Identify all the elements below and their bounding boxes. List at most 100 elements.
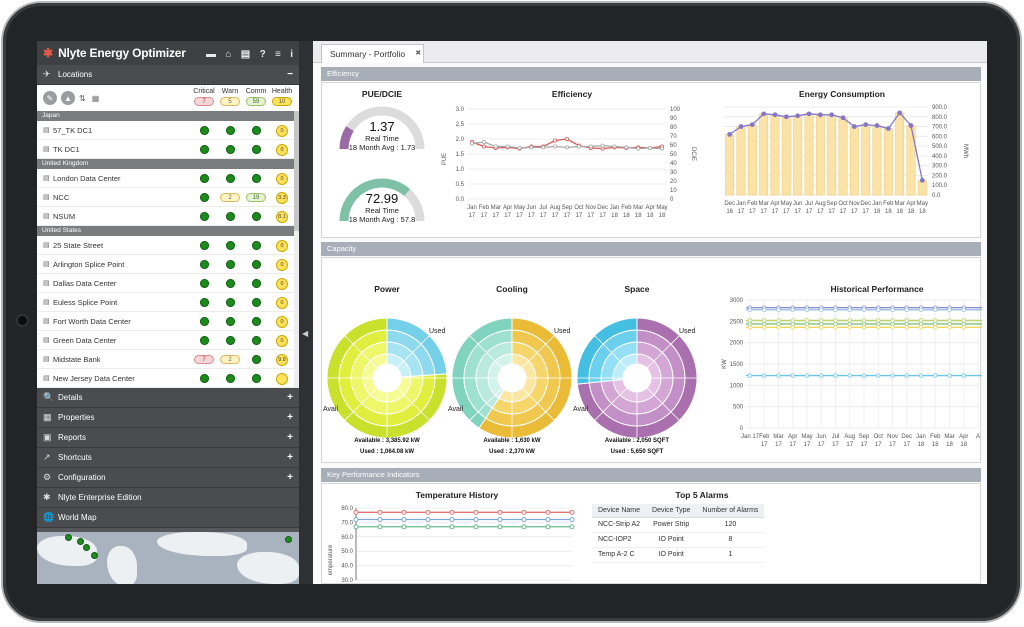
col-comm[interactable]: Comm 59: [245, 88, 267, 106]
efficiency-point[interactable]: [481, 144, 486, 149]
historical-point[interactable]: [890, 373, 895, 378]
location-health-cell[interactable]: 0: [269, 172, 295, 185]
location-comm-cell[interactable]: [243, 297, 269, 308]
temperature-point[interactable]: [473, 517, 479, 523]
close-tab-icon[interactable]: ✖: [415, 50, 422, 57]
location-critical-cell[interactable]: [191, 278, 217, 289]
collapse-icon[interactable]: −: [287, 69, 293, 80]
historical-point[interactable]: [861, 307, 867, 313]
location-health-cell[interactable]: 0: [269, 143, 295, 156]
historical-point[interactable]: [918, 373, 924, 378]
historical-point[interactable]: [876, 325, 881, 330]
temperature-point[interactable]: [449, 517, 455, 523]
historical-point[interactable]: [890, 325, 895, 330]
historical-point[interactable]: [947, 325, 952, 330]
historical-point[interactable]: [847, 325, 852, 330]
alert-icon[interactable]: ▲: [61, 91, 75, 105]
historical-point[interactable]: [861, 325, 867, 330]
temperature-point[interactable]: [449, 524, 455, 530]
location-row[interactable]: ▤ Midstate Bank 7 2 9.8: [37, 350, 299, 369]
energy-bar[interactable]: [815, 114, 825, 196]
location-row[interactable]: ▤ Dallas Data Center 0: [37, 274, 299, 293]
historical-point[interactable]: [933, 307, 938, 313]
historical-point[interactable]: [961, 307, 966, 313]
accordion-shortcuts[interactable]: ↗ Shortcuts +: [37, 448, 299, 468]
accordion-reports[interactable]: ▣ Reports +: [37, 428, 299, 448]
temperature-point[interactable]: [497, 524, 503, 530]
energy-bar[interactable]: [736, 126, 746, 196]
efficiency-point[interactable]: [529, 145, 534, 150]
energy-point[interactable]: [772, 112, 778, 118]
efficiency-point[interactable]: [505, 144, 510, 149]
location-warn-cell[interactable]: [217, 316, 243, 327]
location-health-cell[interactable]: 0: [269, 277, 295, 290]
temperature-point[interactable]: [569, 517, 575, 523]
location-comm-cell[interactable]: [243, 173, 269, 184]
donut-avail-segment[interactable]: [326, 317, 448, 439]
energy-point[interactable]: [919, 177, 925, 183]
location-row[interactable]: ▤ London Data Center 0: [37, 169, 299, 188]
energy-bar[interactable]: [827, 114, 837, 196]
location-warn-cell[interactable]: [217, 335, 243, 346]
expand-icon[interactable]: +: [287, 472, 293, 483]
help-icon[interactable]: ?: [259, 49, 266, 60]
temperature-point[interactable]: [353, 509, 359, 515]
world-map[interactable]: [37, 532, 299, 584]
location-critical-cell[interactable]: [191, 335, 217, 346]
location-row[interactable]: ▤ Fort Worth Data Center 0: [37, 312, 299, 331]
historical-point[interactable]: [762, 325, 767, 330]
historical-point[interactable]: [876, 307, 881, 313]
location-health-cell[interactable]: 9.8: [269, 353, 295, 366]
accordion-properties[interactable]: ▦ Properties +: [37, 408, 299, 428]
location-critical-cell[interactable]: [191, 240, 217, 251]
alarm-row[interactable]: NCC-IOP2 IO Point 8: [592, 532, 765, 548]
location-row[interactable]: ▤ Euless Splice Point 0: [37, 293, 299, 312]
location-health-cell[interactable]: 0: [269, 315, 295, 328]
accordion-details[interactable]: 🔍 Details +: [37, 388, 299, 408]
col-critical[interactable]: Critical 7: [193, 88, 215, 106]
energy-bar[interactable]: [883, 128, 893, 196]
historical-point[interactable]: [747, 373, 753, 378]
temperature-point[interactable]: [473, 509, 479, 515]
location-comm-cell[interactable]: [243, 259, 269, 270]
tab-summary-portfolio[interactable]: Summary - Portfolio ✖: [321, 44, 425, 63]
efficiency-point[interactable]: [659, 146, 664, 151]
location-warn-cell[interactable]: [217, 211, 243, 222]
temperature-point[interactable]: [401, 517, 407, 523]
temperature-point[interactable]: [353, 517, 359, 523]
location-row[interactable]: ▤ 25 State Street 0: [37, 236, 299, 255]
location-warn-cell[interactable]: [217, 373, 243, 384]
historical-point[interactable]: [790, 325, 795, 330]
historical-point[interactable]: [790, 373, 795, 378]
efficiency-point[interactable]: [481, 140, 486, 145]
info-icon[interactable]: i: [290, 49, 293, 60]
alarm-row[interactable]: NCC-Strip A2 Power Strip 120: [592, 517, 765, 533]
energy-bar[interactable]: [781, 116, 791, 196]
location-health-cell[interactable]: 0: [269, 258, 295, 271]
temperature-point[interactable]: [377, 524, 383, 530]
historical-point[interactable]: [833, 373, 838, 378]
location-row[interactable]: ▤ TK DC1 0: [37, 140, 299, 159]
energy-bar[interactable]: [747, 124, 757, 196]
location-row[interactable]: ▤ New Jersey Data Center: [37, 369, 299, 388]
energy-bar[interactable]: [793, 115, 803, 196]
location-comm-cell[interactable]: [243, 373, 269, 384]
historical-point[interactable]: [833, 325, 838, 330]
energy-bar[interactable]: [895, 112, 905, 196]
location-warn-cell[interactable]: [217, 240, 243, 251]
location-critical-cell[interactable]: [191, 373, 217, 384]
location-row[interactable]: ▤ NCC 2 19 3.3: [37, 188, 299, 207]
sidebar-splitter[interactable]: ◀: [299, 41, 313, 584]
historical-point[interactable]: [961, 373, 966, 378]
collapse-arrow-icon[interactable]: ◀: [302, 329, 309, 338]
temperature-point[interactable]: [425, 524, 431, 530]
alarms-column-header[interactable]: Device Type: [646, 504, 697, 518]
temperature-point[interactable]: [521, 509, 527, 515]
expand-icon[interactable]: +: [287, 452, 293, 463]
historical-point[interactable]: [918, 307, 924, 313]
efficiency-point[interactable]: [576, 144, 581, 149]
historical-point[interactable]: [776, 307, 781, 313]
historical-point[interactable]: [861, 373, 867, 378]
historical-point[interactable]: [947, 373, 952, 378]
home-icon[interactable]: ⌂: [225, 49, 232, 60]
